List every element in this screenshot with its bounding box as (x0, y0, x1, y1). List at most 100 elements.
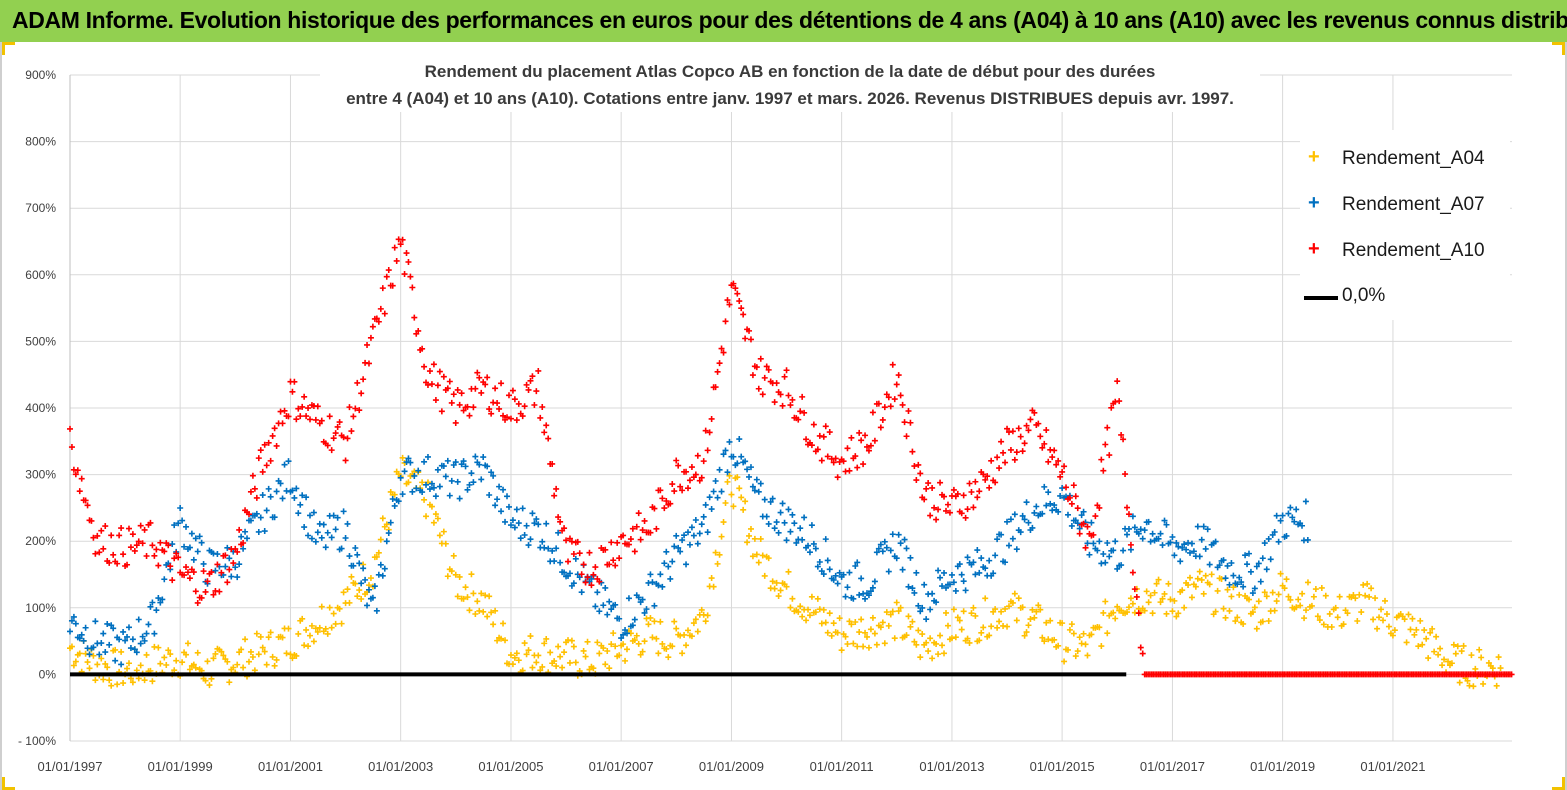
data-point (818, 457, 825, 464)
data-point (486, 593, 493, 600)
data-point (867, 626, 874, 633)
data-point (389, 282, 396, 289)
data-point (1143, 588, 1150, 595)
data-point (1031, 614, 1038, 621)
data-point (247, 488, 254, 495)
data-point (1188, 540, 1195, 547)
data-point (129, 679, 136, 686)
legend-label-a10: Rendement_A10 (1342, 240, 1485, 261)
data-point (633, 632, 640, 639)
data-point (367, 334, 374, 341)
data-point (539, 404, 546, 411)
data-point (946, 581, 953, 588)
data-point (824, 557, 831, 564)
data-point (118, 525, 125, 532)
data-point (527, 377, 534, 384)
data-point (797, 408, 804, 415)
data-point (194, 599, 201, 606)
data-point (90, 652, 97, 659)
data-point (498, 508, 505, 515)
data-point (356, 587, 363, 594)
data-point (1011, 590, 1018, 597)
data-point (1508, 671, 1515, 678)
data-point (1175, 543, 1182, 550)
data-point (933, 640, 940, 647)
data-point (129, 531, 136, 538)
data-point (871, 630, 878, 637)
resize-handle-bottom-left[interactable] (2, 777, 15, 790)
data-point (789, 396, 796, 403)
data-point (639, 527, 646, 534)
data-point (521, 640, 528, 647)
data-point (1271, 529, 1278, 536)
data-point (411, 314, 418, 321)
data-point (234, 661, 241, 668)
data-point (249, 654, 256, 661)
resize-handle-bottom-right[interactable] (1552, 777, 1565, 790)
data-point (879, 619, 886, 626)
data-point (966, 480, 973, 487)
data-point (608, 539, 615, 546)
data-point (401, 271, 408, 278)
data-point (407, 273, 414, 280)
data-point (240, 664, 247, 671)
data-point (596, 608, 603, 615)
data-point (295, 510, 302, 517)
data-point (171, 555, 178, 562)
data-point (753, 551, 760, 558)
data-point (681, 532, 688, 539)
data-point (421, 496, 428, 503)
data-point (629, 525, 636, 532)
data-point (728, 491, 735, 498)
data-point (578, 589, 585, 596)
data-point (1133, 593, 1140, 600)
data-point (316, 624, 323, 631)
data-point (877, 424, 884, 431)
data-point (623, 646, 630, 653)
data-point (141, 526, 148, 533)
data-point (1401, 616, 1408, 623)
data-point (1208, 571, 1215, 578)
data-point (238, 646, 245, 653)
data-point (1287, 504, 1294, 511)
data-point (535, 367, 542, 374)
data-point (391, 244, 398, 251)
data-point (939, 642, 946, 649)
data-point (830, 620, 837, 627)
data-point (82, 624, 89, 631)
data-point (753, 476, 760, 483)
data-point (805, 606, 812, 613)
data-point (181, 543, 188, 550)
data-point (726, 301, 733, 308)
data-point (1110, 547, 1117, 554)
data-point (245, 511, 252, 518)
data-point (446, 378, 453, 385)
data-point (1011, 511, 1018, 518)
data-point (937, 574, 944, 581)
data-point (688, 464, 695, 471)
data-point (194, 548, 201, 555)
data-point (92, 550, 99, 557)
resize-handle-top-left[interactable] (2, 42, 15, 55)
resize-handle-top-right[interactable] (1552, 42, 1565, 55)
series-layer (67, 236, 1515, 690)
data-point (155, 644, 162, 651)
data-point (90, 534, 97, 541)
data-point (1179, 544, 1186, 551)
data-point (1076, 530, 1083, 537)
data-point (649, 579, 656, 586)
data-point (1002, 605, 1009, 612)
data-point (836, 569, 843, 576)
data-point (450, 552, 457, 559)
data-point (854, 643, 861, 650)
data-point (236, 526, 243, 533)
data-point (289, 388, 296, 395)
data-point (358, 390, 365, 397)
data-point (602, 661, 609, 668)
data-point (365, 360, 372, 367)
data-point (1409, 615, 1416, 622)
data-point (484, 613, 491, 620)
data-point (787, 402, 794, 409)
data-point (261, 648, 268, 655)
data-point (139, 633, 146, 640)
